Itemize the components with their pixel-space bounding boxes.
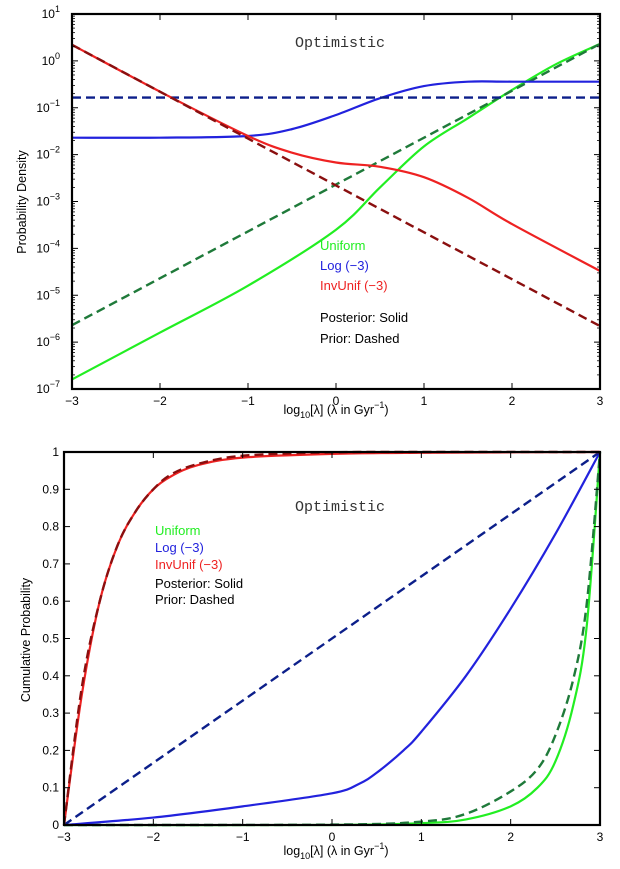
- density-y-tick-label: 10−3: [36, 192, 60, 209]
- cumulative-legend-posterior: Posterior: Solid: [155, 576, 243, 591]
- cumulative-chart: −3 −2 −1 0 1 2 300.10.20.30.40.50.60.70.80.91 …: [19, 445, 604, 861]
- density-series-uniform-posterior: [71, 42, 601, 381]
- cumulative-x-tick-label: −2: [146, 830, 160, 844]
- density-y-axis-label: Probability Density: [15, 149, 29, 253]
- cumulative-y-tick-label: 0.5: [42, 632, 59, 646]
- cumulative-x-tick-label: 1: [418, 830, 425, 844]
- density-x-tick-label: 2: [509, 394, 516, 408]
- density-series-log-3-posterior: [71, 80, 600, 139]
- density-chart: −3 −2 −1 0 1 2 3 10−7 10−6 10−5 10−4 10−3 10−2 10−1 10…: [15, 4, 604, 420]
- density-y-tick-label: 10−4: [36, 238, 60, 255]
- density-y-tick-label: 10−1: [36, 98, 60, 115]
- density-x-tick-label: −2: [153, 394, 167, 408]
- density-legend-uniform: Uniform: [320, 238, 366, 253]
- density-y-tick-label: 10−5: [36, 285, 60, 302]
- cumulative-x-tick-label: −3: [57, 830, 71, 844]
- cumulative-y-tick-label: 1: [52, 445, 59, 459]
- density-legend-posterior: Posterior: Solid: [320, 310, 408, 325]
- density-x-axis-label: log10[λ] (λ in Gyr−1): [283, 400, 388, 420]
- cumulative-x-tick-label: 3: [597, 830, 604, 844]
- density-x-tick-label: 0: [333, 394, 340, 408]
- cumulative-series-invunif-3-prior: [62, 450, 601, 826]
- density-y-tick-label: 10−2: [36, 145, 60, 162]
- cumulative-y-tick-label: 0.7: [42, 557, 59, 571]
- cumulative-y-tick-label: 0.9: [42, 482, 59, 496]
- cumulative-y-tick-label: 0.8: [42, 520, 59, 534]
- cumulative-legend-invunif: InvUnif (−3): [155, 557, 223, 572]
- density-x-tick-label: −1: [241, 394, 255, 408]
- cumulative-x-tick-label: 2: [507, 830, 514, 844]
- cumulative-legend-log: Log (−3): [155, 540, 204, 555]
- cumulative-x-tick-label: 0: [329, 830, 336, 844]
- density-x-tick-label: 1: [421, 394, 428, 408]
- cumulative-x-axis-label: log10[λ] (λ in Gyr−1): [283, 841, 388, 861]
- density-series-invunif-3-prior: [71, 43, 601, 328]
- density-y-tick-label: 10−6: [36, 332, 60, 349]
- density-series-lines: [71, 42, 601, 381]
- cumulative-legend-uniform: Uniform: [155, 523, 201, 538]
- cumulative-chart-title: Optimistic: [295, 499, 385, 516]
- density-legend: Uniform Log (−3) InvUnif (−3) Posterior:…: [320, 238, 408, 346]
- density-y-tick-label: 100: [42, 51, 60, 68]
- density-x-tick-label: −3: [65, 394, 79, 408]
- cumulative-y-tick-label: 0.3: [42, 706, 59, 720]
- cumulative-legend: Uniform Log (−3) InvUnif (−3) Posterior:…: [155, 523, 243, 607]
- cumulative-series-log-3-prior: [63, 451, 601, 826]
- density-y-tick-label: 101: [42, 4, 60, 21]
- cumulative-y-tick-label: 0.6: [42, 594, 59, 608]
- cumulative-y-tick-label: 0.2: [42, 743, 59, 757]
- cumulative-y-tick-label: 0.4: [42, 669, 59, 683]
- density-ticks: −3 −2 −1 0 1 2 3 10−7 10−6 10−5 10−4 10−3 10−2 10−1 10…: [36, 4, 603, 408]
- density-legend-prior: Prior: Dashed: [320, 331, 399, 346]
- density-legend-log: Log (−3): [320, 258, 369, 273]
- cumulative-y-axis-label: Cumulative Probability: [19, 577, 33, 702]
- density-y-tick-label: 10−7: [36, 379, 60, 396]
- cumulative-ticks: −3 −2 −1 0 1 2 3 0 0.1 0.2 0.3 0.4 0.5 0.6 0.7 0.8 0.9 1: [42, 445, 603, 844]
- density-legend-invunif: InvUnif (−3): [320, 278, 388, 293]
- cumulative-legend-prior: Prior: Dashed: [155, 592, 234, 607]
- cumulative-series-log-3-posterior: [63, 451, 601, 827]
- density-chart-title: Optimistic: [295, 35, 385, 52]
- cumulative-y-tick-label: 0: [52, 818, 59, 832]
- cumulative-x-tick-label: −1: [236, 830, 250, 844]
- cumulative-y-tick-label: 0.1: [42, 781, 59, 795]
- density-x-tick-label: 3: [597, 394, 604, 408]
